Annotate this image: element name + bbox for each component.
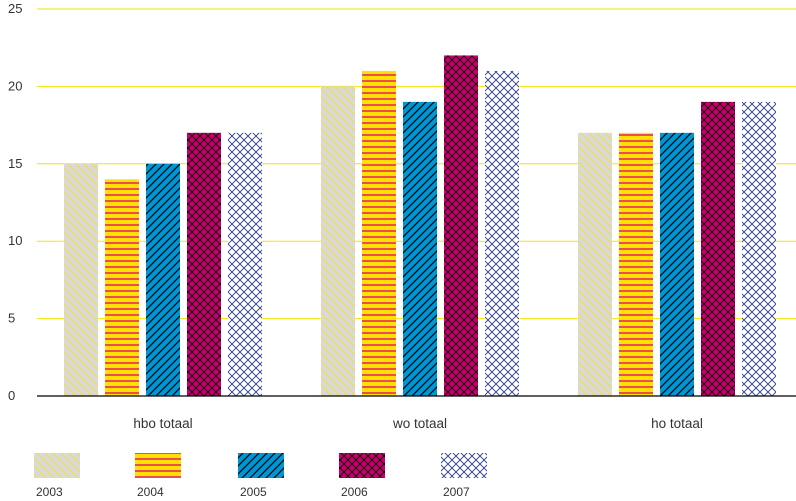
- legend-label: 2007: [443, 485, 470, 499]
- bar-2007-1: [228, 132, 262, 396]
- bar-2005-2: [403, 101, 437, 396]
- y-tick-label: 0: [8, 388, 15, 403]
- category-label: wo totaal: [392, 416, 447, 431]
- bar-2003-1: [64, 163, 98, 396]
- y-tick-label: 5: [8, 311, 15, 326]
- bar-2006-2: [444, 55, 478, 396]
- legend-swatch-2004: [135, 453, 181, 478]
- bar-2003-2: [321, 86, 355, 397]
- y-tick-label: 10: [8, 233, 22, 248]
- legend-label: 2004: [137, 485, 164, 499]
- legend-swatch-2007: [441, 453, 487, 478]
- bar-2004-1: [105, 179, 139, 396]
- bar-2007-2: [485, 70, 519, 397]
- legend-label: 2003: [36, 485, 63, 499]
- legend-swatch-2003: [34, 453, 80, 478]
- y-tick-label: 25: [8, 1, 22, 16]
- legend-swatch-2005: [238, 453, 284, 478]
- bar-2005-1: [146, 163, 180, 396]
- y-axis-ticks: 0 5 10 15 20 25: [8, 1, 22, 403]
- y-tick-label: 20: [8, 78, 22, 93]
- bars: [64, 55, 776, 397]
- category-label: ho totaal: [651, 416, 703, 431]
- category-labels: hbo totaal wo totaal ho totaal: [133, 416, 703, 431]
- legend-label: 2005: [240, 485, 267, 499]
- y-tick-label: 15: [8, 156, 22, 171]
- legend: 2003 2004 2005 2006 2007: [34, 453, 487, 499]
- bar-2006-1: [187, 132, 221, 396]
- bar-2003-3: [578, 132, 612, 396]
- legend-label: 2006: [341, 485, 368, 499]
- bar-2006-3: [701, 101, 735, 396]
- category-label: hbo totaal: [133, 416, 192, 431]
- bar-2004-2: [362, 70, 396, 397]
- legend-swatch-2006: [339, 453, 385, 478]
- bar-2005-3: [660, 132, 694, 396]
- bar-2007-3: [742, 101, 776, 396]
- bar-2004-3: [619, 132, 653, 396]
